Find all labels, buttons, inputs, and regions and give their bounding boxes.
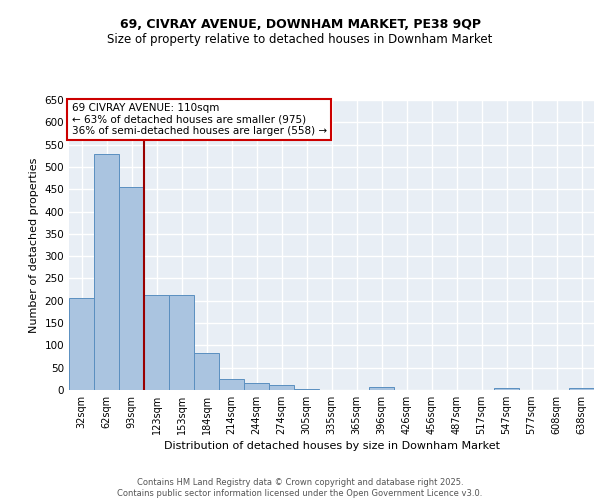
Text: Contains HM Land Registry data © Crown copyright and database right 2025.
Contai: Contains HM Land Registry data © Crown c… bbox=[118, 478, 482, 498]
Bar bbox=[94, 154, 119, 390]
Bar bbox=[169, 294, 194, 390]
Text: Size of property relative to detached houses in Downham Market: Size of property relative to detached ho… bbox=[107, 32, 493, 46]
Bar bbox=[119, 187, 144, 390]
Bar bbox=[269, 384, 294, 390]
Text: 69 CIVRAY AVENUE: 110sqm
← 63% of detached houses are smaller (975)
36% of semi-: 69 CIVRAY AVENUE: 110sqm ← 63% of detach… bbox=[71, 103, 327, 136]
Bar bbox=[219, 379, 244, 390]
Bar bbox=[194, 354, 219, 390]
X-axis label: Distribution of detached houses by size in Downham Market: Distribution of detached houses by size … bbox=[163, 442, 499, 452]
Bar bbox=[144, 294, 169, 390]
Bar bbox=[69, 298, 94, 390]
Bar bbox=[294, 389, 319, 390]
Text: 69, CIVRAY AVENUE, DOWNHAM MARKET, PE38 9QP: 69, CIVRAY AVENUE, DOWNHAM MARKET, PE38 … bbox=[119, 18, 481, 30]
Y-axis label: Number of detached properties: Number of detached properties bbox=[29, 158, 39, 332]
Bar bbox=[494, 388, 519, 390]
Bar bbox=[569, 388, 594, 390]
Bar bbox=[369, 388, 394, 390]
Bar bbox=[244, 384, 269, 390]
